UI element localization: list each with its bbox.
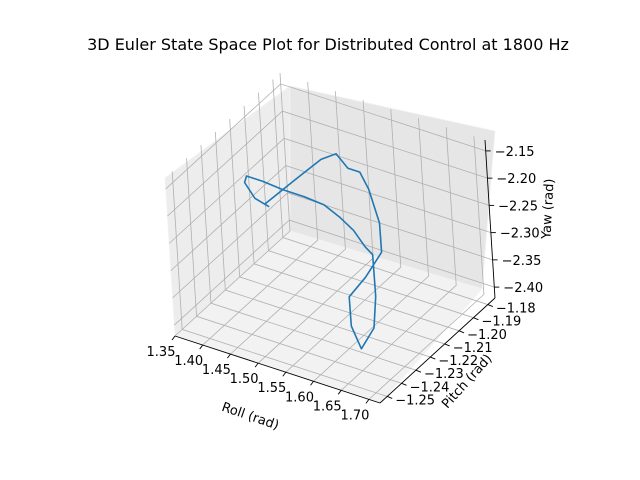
z-tick-labels: −2.40 −2.35 −2.30 −2.25 −2.20 −2.15 <box>495 145 543 296</box>
x-tick-mark <box>199 344 204 350</box>
y-tick-label: −1.23 <box>424 367 464 382</box>
y-tick-label: −1.21 <box>453 341 493 356</box>
x-tick-label: 1.50 <box>230 372 259 387</box>
x-tick-label: 1.65 <box>313 399 342 414</box>
data-series-trace <box>243 152 383 350</box>
chart-title: 3D Euler State Space Plot for Distribute… <box>87 35 569 54</box>
z-grid-line <box>174 219 495 326</box>
x-grid-line <box>340 127 457 391</box>
x-tick-label: 1.35 <box>147 345 176 360</box>
y-tick-label: −1.25 <box>395 393 435 408</box>
y-grid-line <box>200 145 417 371</box>
y-tick-mark <box>473 317 479 321</box>
x-tick-mark <box>282 371 287 377</box>
y-grid-line <box>272 79 488 305</box>
y-grid-line <box>258 92 474 319</box>
z-tick-label: −2.35 <box>502 254 542 269</box>
grid-lines <box>165 72 495 400</box>
x-grid-line <box>368 136 485 400</box>
z-grid-line <box>167 110 488 217</box>
x-grid-line <box>285 109 402 373</box>
x-tick-label: 1.40 <box>174 354 203 369</box>
y-tick-label: −1.22 <box>438 354 478 369</box>
y-tick-mark <box>444 343 450 347</box>
x-tick-label: 1.60 <box>285 390 314 405</box>
x-tick-label: 1.70 <box>340 408 369 423</box>
z-tick-label: −2.25 <box>498 199 538 214</box>
x-grid-line <box>313 118 429 382</box>
x-tick-label: 1.55 <box>257 381 286 396</box>
z-axis-label: Yaw (rad) <box>539 178 557 240</box>
y-tick-label: −1.20 <box>467 328 507 343</box>
y-tick-label: −1.18 <box>496 302 536 317</box>
x-grid-line <box>174 72 291 337</box>
y-tick-labels: −1.25−1.24−1.23−1.22−1.21−1.20−1.19−1.18 <box>395 302 535 409</box>
y-tick-label: −1.24 <box>410 380 450 395</box>
x-tick-mark <box>254 362 259 368</box>
x-tick-mark <box>365 399 370 404</box>
z-tick-label: −2.40 <box>503 281 543 296</box>
y-grid-line <box>229 118 445 345</box>
y-tick-mark <box>487 304 493 307</box>
z-tick-label: −2.30 <box>500 227 540 242</box>
z-tick-label: −2.15 <box>495 145 535 160</box>
z-grid-line <box>172 192 493 299</box>
y-grid-line <box>171 171 388 397</box>
x-axis-line <box>174 335 381 404</box>
y-grid-line <box>243 105 460 332</box>
x-grid-line <box>230 91 346 355</box>
axis-lines <box>171 139 500 404</box>
z-grid-line <box>170 165 491 271</box>
y-grid-line <box>214 132 431 358</box>
y-tick-mark <box>401 382 407 386</box>
y-tick-mark <box>458 330 465 334</box>
x-grid-line <box>202 82 319 346</box>
y-tick-label: −1.19 <box>481 315 521 330</box>
z-grid-line <box>165 83 486 190</box>
x-tick-label: 1.45 <box>202 363 231 378</box>
x-tick-mark <box>337 390 342 395</box>
z-grid-line <box>168 137 490 244</box>
y-grid-line <box>186 158 402 384</box>
x-tick-mark <box>310 381 314 386</box>
z-tick-label: −2.20 <box>496 172 536 187</box>
y-tick-mark <box>430 356 436 360</box>
y-tick-mark <box>387 396 393 399</box>
x-axis-label: Roll (rad) <box>220 400 281 434</box>
y-axis-line <box>379 297 496 404</box>
z-axis-line <box>484 139 496 299</box>
x-tick-mark <box>171 335 176 341</box>
x-tick-labels: 1.351.401.451.501.551.601.651.70 <box>147 345 370 423</box>
x-tick-mark <box>227 353 231 359</box>
y-tick-mark <box>415 369 422 373</box>
